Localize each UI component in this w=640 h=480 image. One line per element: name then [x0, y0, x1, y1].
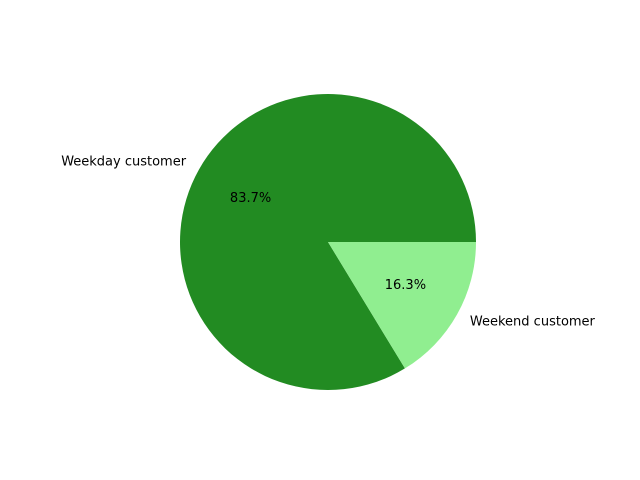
slice-label-1: Weekday customer	[61, 155, 187, 170]
pie-slices	[179, 94, 476, 390]
pie-slice-2	[328, 242, 476, 369]
pie-labels: Weekday customer 83.7% Weekend customer 16.…	[61, 155, 595, 330]
slice-percent-1: 83.7%	[230, 191, 271, 206]
slice-percent-2: 16.3%	[385, 278, 426, 293]
slice-label-2: Weekend customer	[470, 314, 596, 329]
